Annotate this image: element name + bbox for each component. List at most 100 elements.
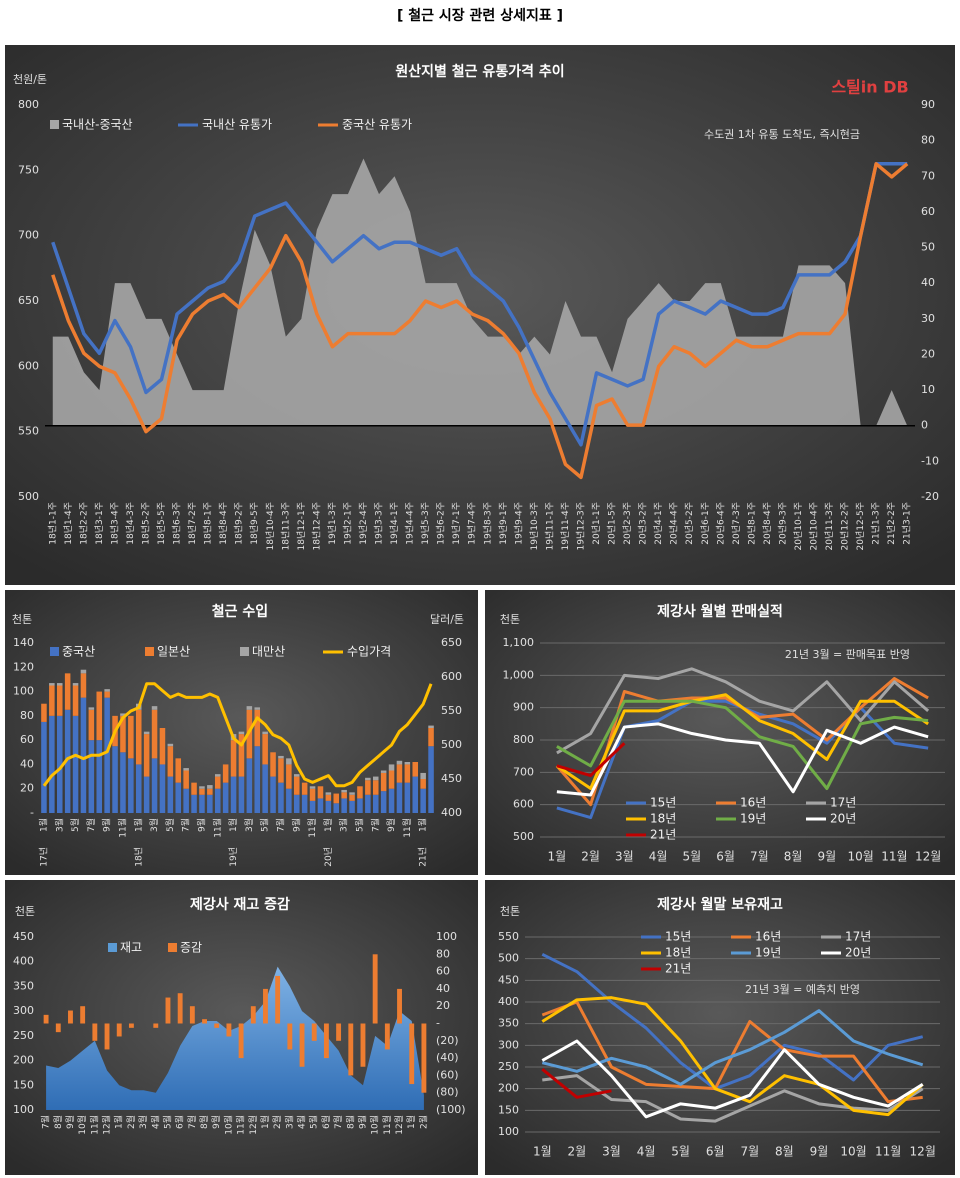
bar (336, 1023, 342, 1041)
x-tick-label: 18년5-5주 (156, 502, 167, 545)
tick-label: 200 (498, 1082, 519, 1095)
x-tick-label: 19년5-3주 (420, 502, 431, 545)
bar (92, 1023, 98, 1041)
tick-label: 40 (921, 276, 935, 289)
tick-label: 450 (498, 973, 519, 986)
tick-label: 800 (513, 733, 534, 746)
x-tick-label: 8월 (775, 1145, 794, 1159)
x-tick-label: 10월 (369, 1115, 381, 1135)
x-tick-label: 9월 (101, 818, 113, 832)
bar (270, 752, 276, 777)
x-tick-label: 18년12-1주 (296, 502, 307, 550)
tick-label: 100 (13, 1103, 34, 1116)
x-tick-label: 6월 (716, 850, 735, 864)
x-tick-label: 7월 (85, 818, 97, 832)
x-tick-label: 20년10-4주 (809, 502, 820, 550)
x-tick-label: 19년9-4주 (513, 502, 524, 545)
line (541, 1009, 924, 1086)
x-tick-label: 20년9-3주 (777, 502, 788, 545)
x-tick-label: 18년8-1주 (203, 502, 214, 545)
bar (333, 803, 340, 813)
x-tick-label: 9월 (818, 850, 837, 864)
tick-label: 80 (921, 134, 935, 147)
bar (214, 774, 221, 777)
legend-label: 15년 (665, 930, 691, 944)
tick-label: 60 (20, 733, 34, 746)
tick-label: 550 (441, 704, 462, 717)
bar (428, 725, 434, 728)
tick-label: 450 (441, 772, 462, 785)
legend-label: 대만산 (252, 645, 285, 659)
x-tick-label: 19년8-3주 (482, 502, 493, 545)
panel (485, 590, 955, 875)
tick-label: 120 (13, 660, 34, 673)
line (556, 693, 929, 790)
bar (207, 788, 213, 795)
bar (238, 1023, 244, 1059)
bar (96, 691, 103, 741)
x-tick-label: 11월 (116, 818, 128, 838)
tick-label: 20 (436, 999, 450, 1012)
bar (348, 1023, 354, 1076)
x-tick-label: 8월 (52, 1115, 64, 1129)
x-tick-label: 1월 (227, 818, 239, 832)
tick-label: 600 (441, 670, 462, 683)
x-tick-label: 18년4-3주 (125, 502, 136, 545)
bar (135, 764, 142, 813)
bar (365, 777, 371, 781)
annotation: 21년 3월 = 예측치 반영 (745, 983, 860, 996)
bar (380, 772, 387, 792)
bar (153, 1023, 159, 1028)
legend-label: 17년 (830, 796, 856, 810)
x-tick-label: 9월 (64, 1115, 76, 1129)
tick-label: 60 (436, 965, 450, 978)
area (46, 966, 424, 1110)
bar (214, 1023, 220, 1028)
bar (104, 697, 110, 813)
x-tick-label: 19년9-1주 (498, 502, 509, 545)
line (541, 1068, 612, 1099)
tick-label: 70 (921, 169, 935, 182)
bar (420, 772, 426, 779)
tick-label: (20) (436, 1034, 459, 1047)
x-tick-label: 8월 (198, 1115, 210, 1129)
legend-swatch (50, 120, 59, 129)
bar (143, 731, 150, 735)
x-tick-label: 19년10-3주 (529, 502, 540, 550)
bar (388, 764, 395, 771)
bar (396, 760, 403, 765)
bar (199, 794, 205, 813)
legend-swatch (168, 943, 177, 952)
bar (135, 709, 142, 765)
x-tick-label: 3월 (148, 818, 160, 832)
x-tick-label: 11월 (881, 850, 907, 864)
tick-label: (80) (436, 1086, 459, 1099)
legend-swatch (240, 647, 249, 656)
bar (293, 774, 300, 777)
y-axis-unit: 천톤 (500, 904, 520, 918)
legend-swatch (108, 943, 117, 952)
x-tick-label: 19년11-4주 (560, 502, 571, 550)
x-tick-label: 4월 (649, 850, 668, 864)
bar (64, 709, 71, 813)
bar (349, 792, 355, 795)
bar (323, 1023, 329, 1059)
bar (151, 709, 158, 759)
x-tick-label: 7월 (740, 1145, 759, 1159)
bar (286, 758, 292, 765)
legend-swatch (145, 647, 154, 656)
x-tick-label: 18년7-2주 (187, 502, 198, 545)
tick-label: 10 (921, 383, 935, 396)
x-tick-label: 1월 (533, 1145, 552, 1159)
tick-label: 20 (921, 347, 935, 360)
bar (41, 703, 47, 722)
bar (325, 792, 332, 795)
legend-swatch (50, 647, 59, 656)
bar (287, 1023, 293, 1050)
x-tick-label: 20년12-5주 (855, 502, 866, 550)
x-tick-label: 3월 (602, 1145, 621, 1159)
x-tick-label: 6월 (174, 1115, 186, 1129)
x-tick-label: 18년6-3주 (172, 502, 183, 545)
bar (128, 1023, 134, 1028)
x-tick-label: 20년5-2주 (684, 502, 695, 545)
